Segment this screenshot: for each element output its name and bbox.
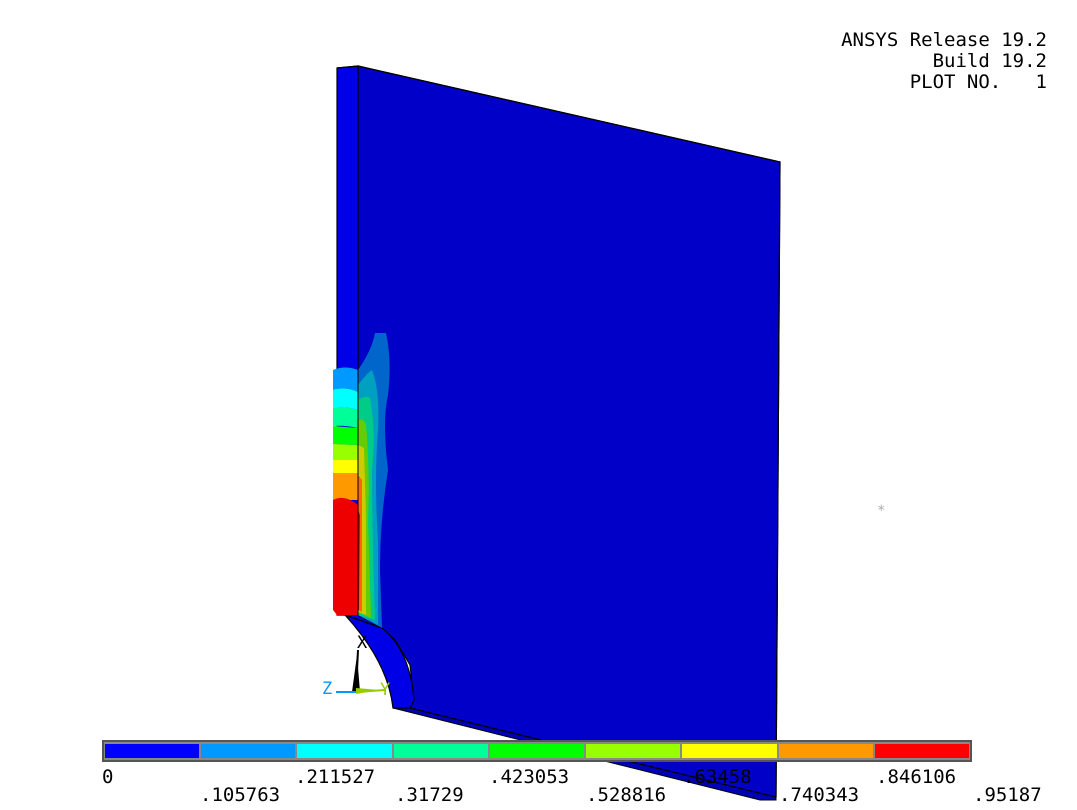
legend-label-6: .63458 — [683, 766, 752, 788]
legend-label-8: .846106 — [876, 766, 957, 788]
coordinate-triad — [336, 649, 386, 694]
hole-surface — [344, 614, 415, 709]
triad-x-label: X — [357, 633, 368, 653]
legend-label-4: .423053 — [489, 766, 570, 788]
build-text: Build 19.2 — [932, 50, 1047, 72]
legend-swatch-4 — [489, 744, 585, 758]
focus-point-marker: * — [877, 503, 885, 519]
stress-contour-front — [358, 333, 390, 628]
triad-y-label: Y — [380, 680, 391, 700]
contour-legend-bar — [102, 740, 972, 762]
legend-swatch-0 — [105, 744, 200, 758]
plot-number-text: PLOT NO. 1 — [909, 71, 1047, 93]
legend-label-2: .211527 — [295, 766, 376, 788]
legend-swatch-7 — [778, 744, 873, 758]
stress-contour-edge — [333, 367, 358, 615]
legend-swatch-6 — [682, 744, 777, 758]
legend-label-0: 0 — [102, 766, 114, 788]
legend-swatch-1 — [201, 744, 296, 758]
legend-label-1: .105763 — [200, 784, 281, 806]
legend-label-7: .740343 — [779, 784, 860, 806]
legend-swatch-5 — [586, 744, 681, 758]
legend-label-3: .31729 — [395, 784, 464, 806]
legend-label-5: .528816 — [586, 784, 667, 806]
legend-swatch-8 — [874, 744, 969, 758]
release-text: ANSYS Release 19.2 — [841, 29, 1047, 51]
triad-z-label: Z — [322, 679, 333, 699]
plate-front-face — [357, 65, 781, 798]
legend-swatch-3 — [393, 744, 488, 758]
legend-swatch-2 — [297, 744, 392, 758]
legend-label-9: .95187 — [973, 784, 1042, 806]
version-header: ANSYS Release 19.2 Build 19.2 PLOT NO. 1 — [841, 30, 1047, 93]
